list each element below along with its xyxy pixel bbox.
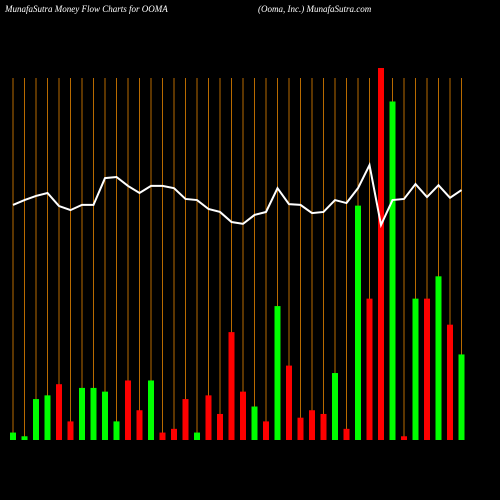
- bar: [412, 298, 419, 440]
- bar: [182, 399, 189, 440]
- bar: [355, 205, 361, 440]
- bar: [159, 432, 166, 440]
- bar: [102, 391, 108, 440]
- bar: [21, 436, 28, 440]
- bar: [56, 384, 62, 440]
- bar: [240, 391, 246, 440]
- bar: [332, 373, 338, 440]
- chart-title: MunafaSutra Money Flow Charts for OOMA: [4, 4, 168, 14]
- bar: [67, 421, 74, 440]
- bar: [435, 276, 442, 440]
- bar: [447, 324, 453, 440]
- line: [12, 161, 463, 229]
- bar: [424, 298, 430, 440]
- bar: [148, 380, 154, 440]
- bar: [286, 365, 292, 440]
- bar: [205, 395, 212, 440]
- bar: [378, 68, 384, 440]
- bar: [90, 387, 97, 440]
- bar: [458, 354, 465, 440]
- bar: [217, 413, 223, 440]
- bar: [366, 298, 373, 440]
- bar: [171, 428, 177, 440]
- bar: [33, 399, 39, 440]
- bar: [389, 101, 396, 440]
- bar: [136, 410, 143, 440]
- bar: [309, 410, 315, 440]
- bar: [10, 432, 16, 440]
- bar: [79, 387, 85, 440]
- bar: [274, 306, 281, 440]
- bar: [44, 395, 51, 440]
- bar: [125, 380, 131, 440]
- bar: [263, 421, 269, 440]
- bar: [194, 432, 200, 440]
- bar: [320, 413, 327, 440]
- chart-subtitle: (Ooma, Inc.) MunafaSutra.com: [258, 4, 372, 14]
- bar: [401, 436, 407, 440]
- bar: [113, 421, 120, 440]
- bar: [343, 428, 350, 440]
- bar: [251, 406, 258, 440]
- bar: [297, 417, 304, 440]
- bar: [228, 332, 235, 440]
